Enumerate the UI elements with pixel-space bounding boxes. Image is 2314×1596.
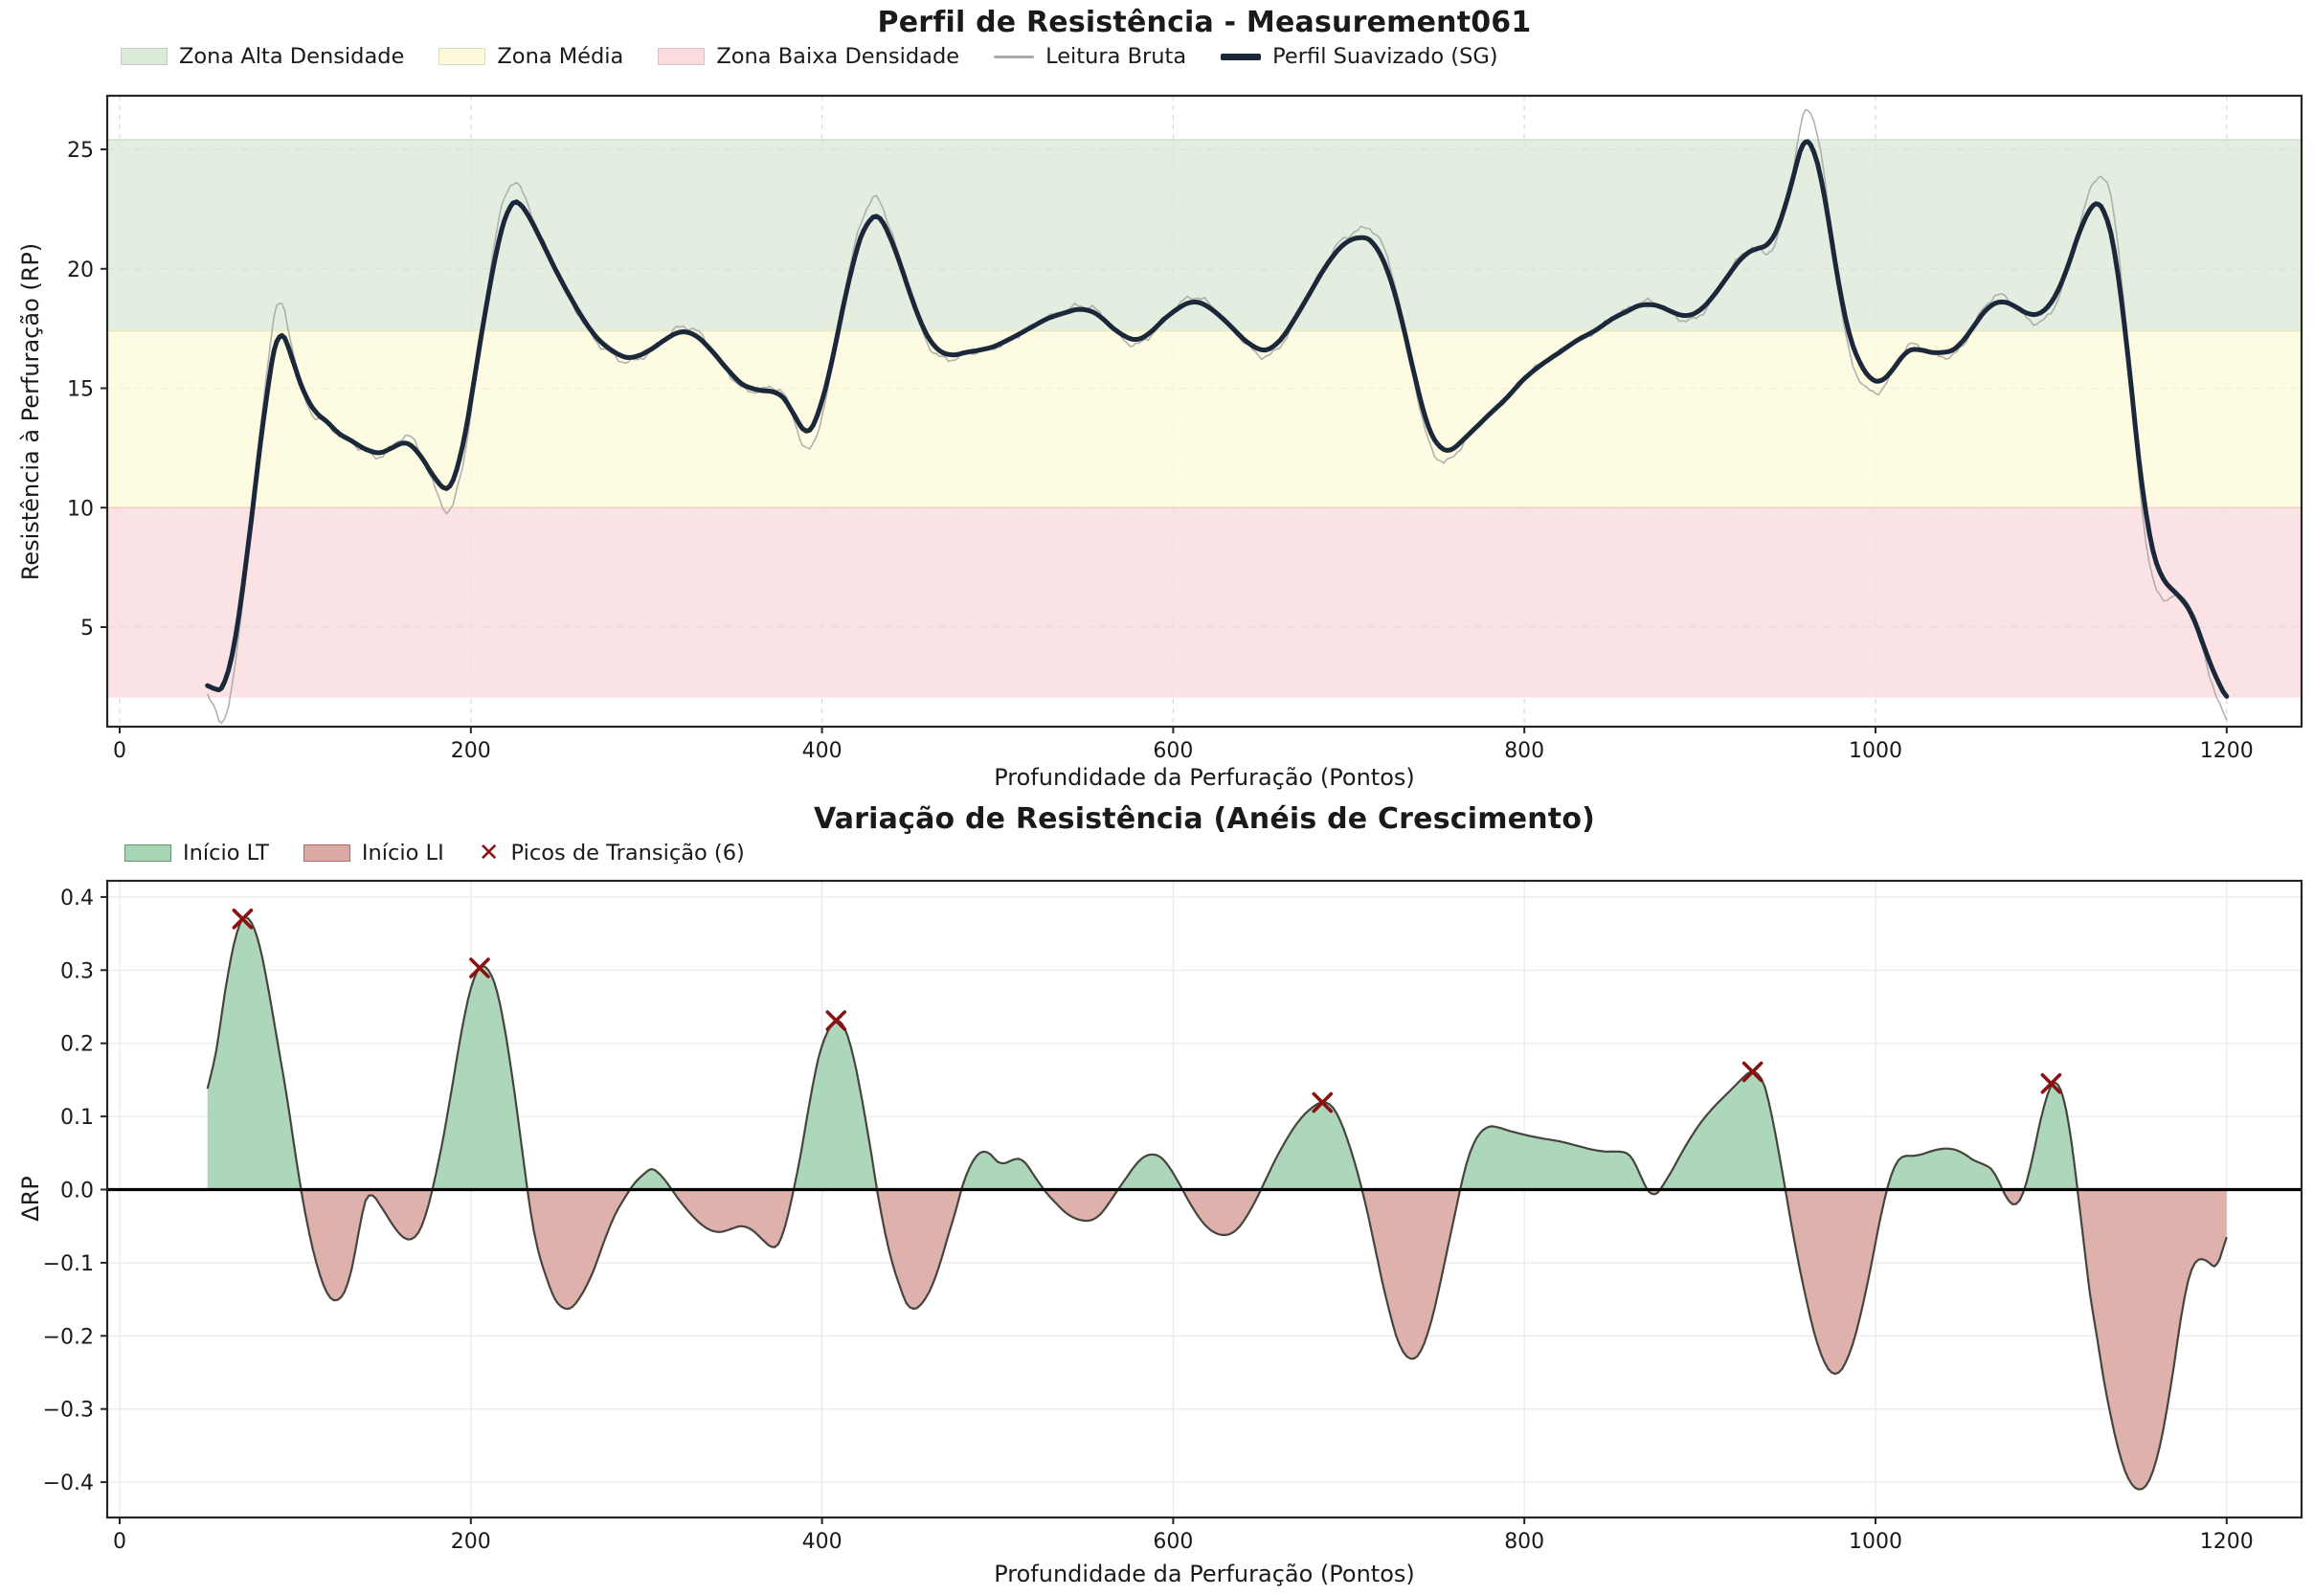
transition-peak-marker [469,957,490,978]
top-y-tick-label: 10 [67,497,94,521]
x-marker-icon: ✕ [478,839,500,867]
negative-area-fill [207,1189,2227,1490]
top-y-tick-label: 20 [67,259,94,282]
bottom-y-tick-label: −0.2 [43,1325,94,1349]
legend-item-perfil-suavizado: Perfil Suavizado (SG) [1221,44,1498,69]
top-chart-title: Perfil de Resistência - Measurement061 [877,6,1532,39]
inicio-lt-label: Início LT [183,841,269,865]
zone-band-1 [107,330,2302,508]
top-chart-ylabel: Resistência à Perfuração (RP) [17,242,44,581]
transition-peak-marker [2040,1072,2062,1094]
bottom-chart-legend: Início LT Início LI ✕ Picos de Transição… [124,841,745,865]
bottom-x-tick-label: 800 [1504,1530,1544,1554]
top-y-tick-label: 15 [67,378,94,402]
top-x-tick-label: 800 [1504,739,1544,763]
legend-item-zona-media: Zona Média [438,44,623,69]
legend-item-inicio-li: Início LI [303,841,444,865]
transition-peak-marker [1312,1091,1334,1113]
top-x-tick-label: 0 [113,739,126,763]
bottom-chart-title: Variação de Resistência (Anéis de Cresci… [813,802,1596,836]
top-x-tick-label: 600 [1153,739,1193,763]
top-y-tick-label: 25 [67,139,94,163]
legend-item-leitura-bruta: Leitura Bruta [994,44,1186,69]
bottom-y-tick-label: −0.3 [43,1399,94,1423]
top-chart-legend: Zona Alta Densidade Zona Média Zona Baix… [121,44,1498,69]
raw-line-sample [994,55,1035,58]
top-plot-spines [105,94,2303,729]
zona-alta-swatch [121,48,168,65]
transition-peak-marker [825,1010,847,1031]
inicio-li-label: Início LI [361,841,444,865]
top-x-tick-label: 400 [802,739,842,763]
bottom-x-tick-label: 0 [113,1530,126,1554]
zona-media-swatch [438,48,486,65]
smoothed-line-sample [1221,53,1262,60]
bottom-x-tick-label: 1200 [2200,1530,2254,1554]
bottom-plot-spines [105,879,2303,1519]
bottom-y-tick-label: 0.1 [60,1106,94,1130]
bottom-y-tick-label: 0.4 [60,887,94,910]
transition-peak-marker [232,909,254,930]
inicio-lt-swatch [124,844,171,862]
top-x-tick-label: 1000 [1849,739,1902,763]
zona-baixa-label: Zona Baixa Densidade [716,44,960,69]
delta-curve-outline [206,915,2228,1491]
top-chart: 0 200 400 600 800 1000 1200 5 10 15 20 25 [67,94,2303,763]
leitura-bruta-label: Leitura Bruta [1045,44,1187,69]
zona-media-label: Zona Média [497,44,624,69]
positive-area-fill [207,917,2227,1190]
smoothed-profile-line [205,139,2230,699]
bottom-chart-xlabel: Profundidade da Perfuração (Pontos) [994,1561,1415,1587]
perfil-suavizado-label: Perfil Suavizado (SG) [1272,44,1498,69]
bottom-x-tick-label: 400 [802,1530,842,1554]
bottom-y-tick-label: 0.2 [60,1033,94,1057]
zone-band-2 [107,507,2302,698]
zona-alta-label: Zona Alta Densidade [179,44,405,69]
legend-item-zona-baixa-densidade: Zona Baixa Densidade [658,44,959,69]
zona-baixa-swatch [658,48,706,65]
legend-item-picos-transicao: ✕ Picos de Transição (6) [479,841,745,865]
transition-peak-marker [1741,1061,1764,1083]
zone-band-0 [107,140,2302,331]
inicio-li-swatch [303,844,350,862]
legend-item-inicio-lt: Início LT [124,841,269,865]
picos-transicao-label: Picos de Transição (6) [510,841,745,865]
bottom-chart-ylabel: ΔRP [17,1176,44,1222]
bottom-x-tick-label: 600 [1153,1530,1193,1554]
bottom-chart: 0 200 400 600 800 1000 1200 −0.4 −0.3 −0.2 −0.1 0.0… [43,879,2303,1554]
top-x-tick-label: 1200 [2200,739,2254,763]
raw-reading-line [206,108,2228,725]
bottom-y-tick-label: −0.4 [43,1472,94,1495]
bottom-y-tick-label: 0.0 [60,1180,94,1203]
bottom-y-tick-label: 0.3 [60,959,94,983]
bottom-x-tick-label: 200 [451,1530,491,1554]
top-chart-xlabel: Profundidade da Perfuração (Pontos) [994,764,1415,791]
legend-item-zona-alta-densidade: Zona Alta Densidade [121,44,404,69]
bottom-y-tick-label: −0.1 [43,1252,94,1276]
top-y-tick-label: 5 [80,617,94,641]
bottom-x-tick-label: 1000 [1849,1530,1902,1554]
top-x-tick-label: 200 [451,739,491,763]
